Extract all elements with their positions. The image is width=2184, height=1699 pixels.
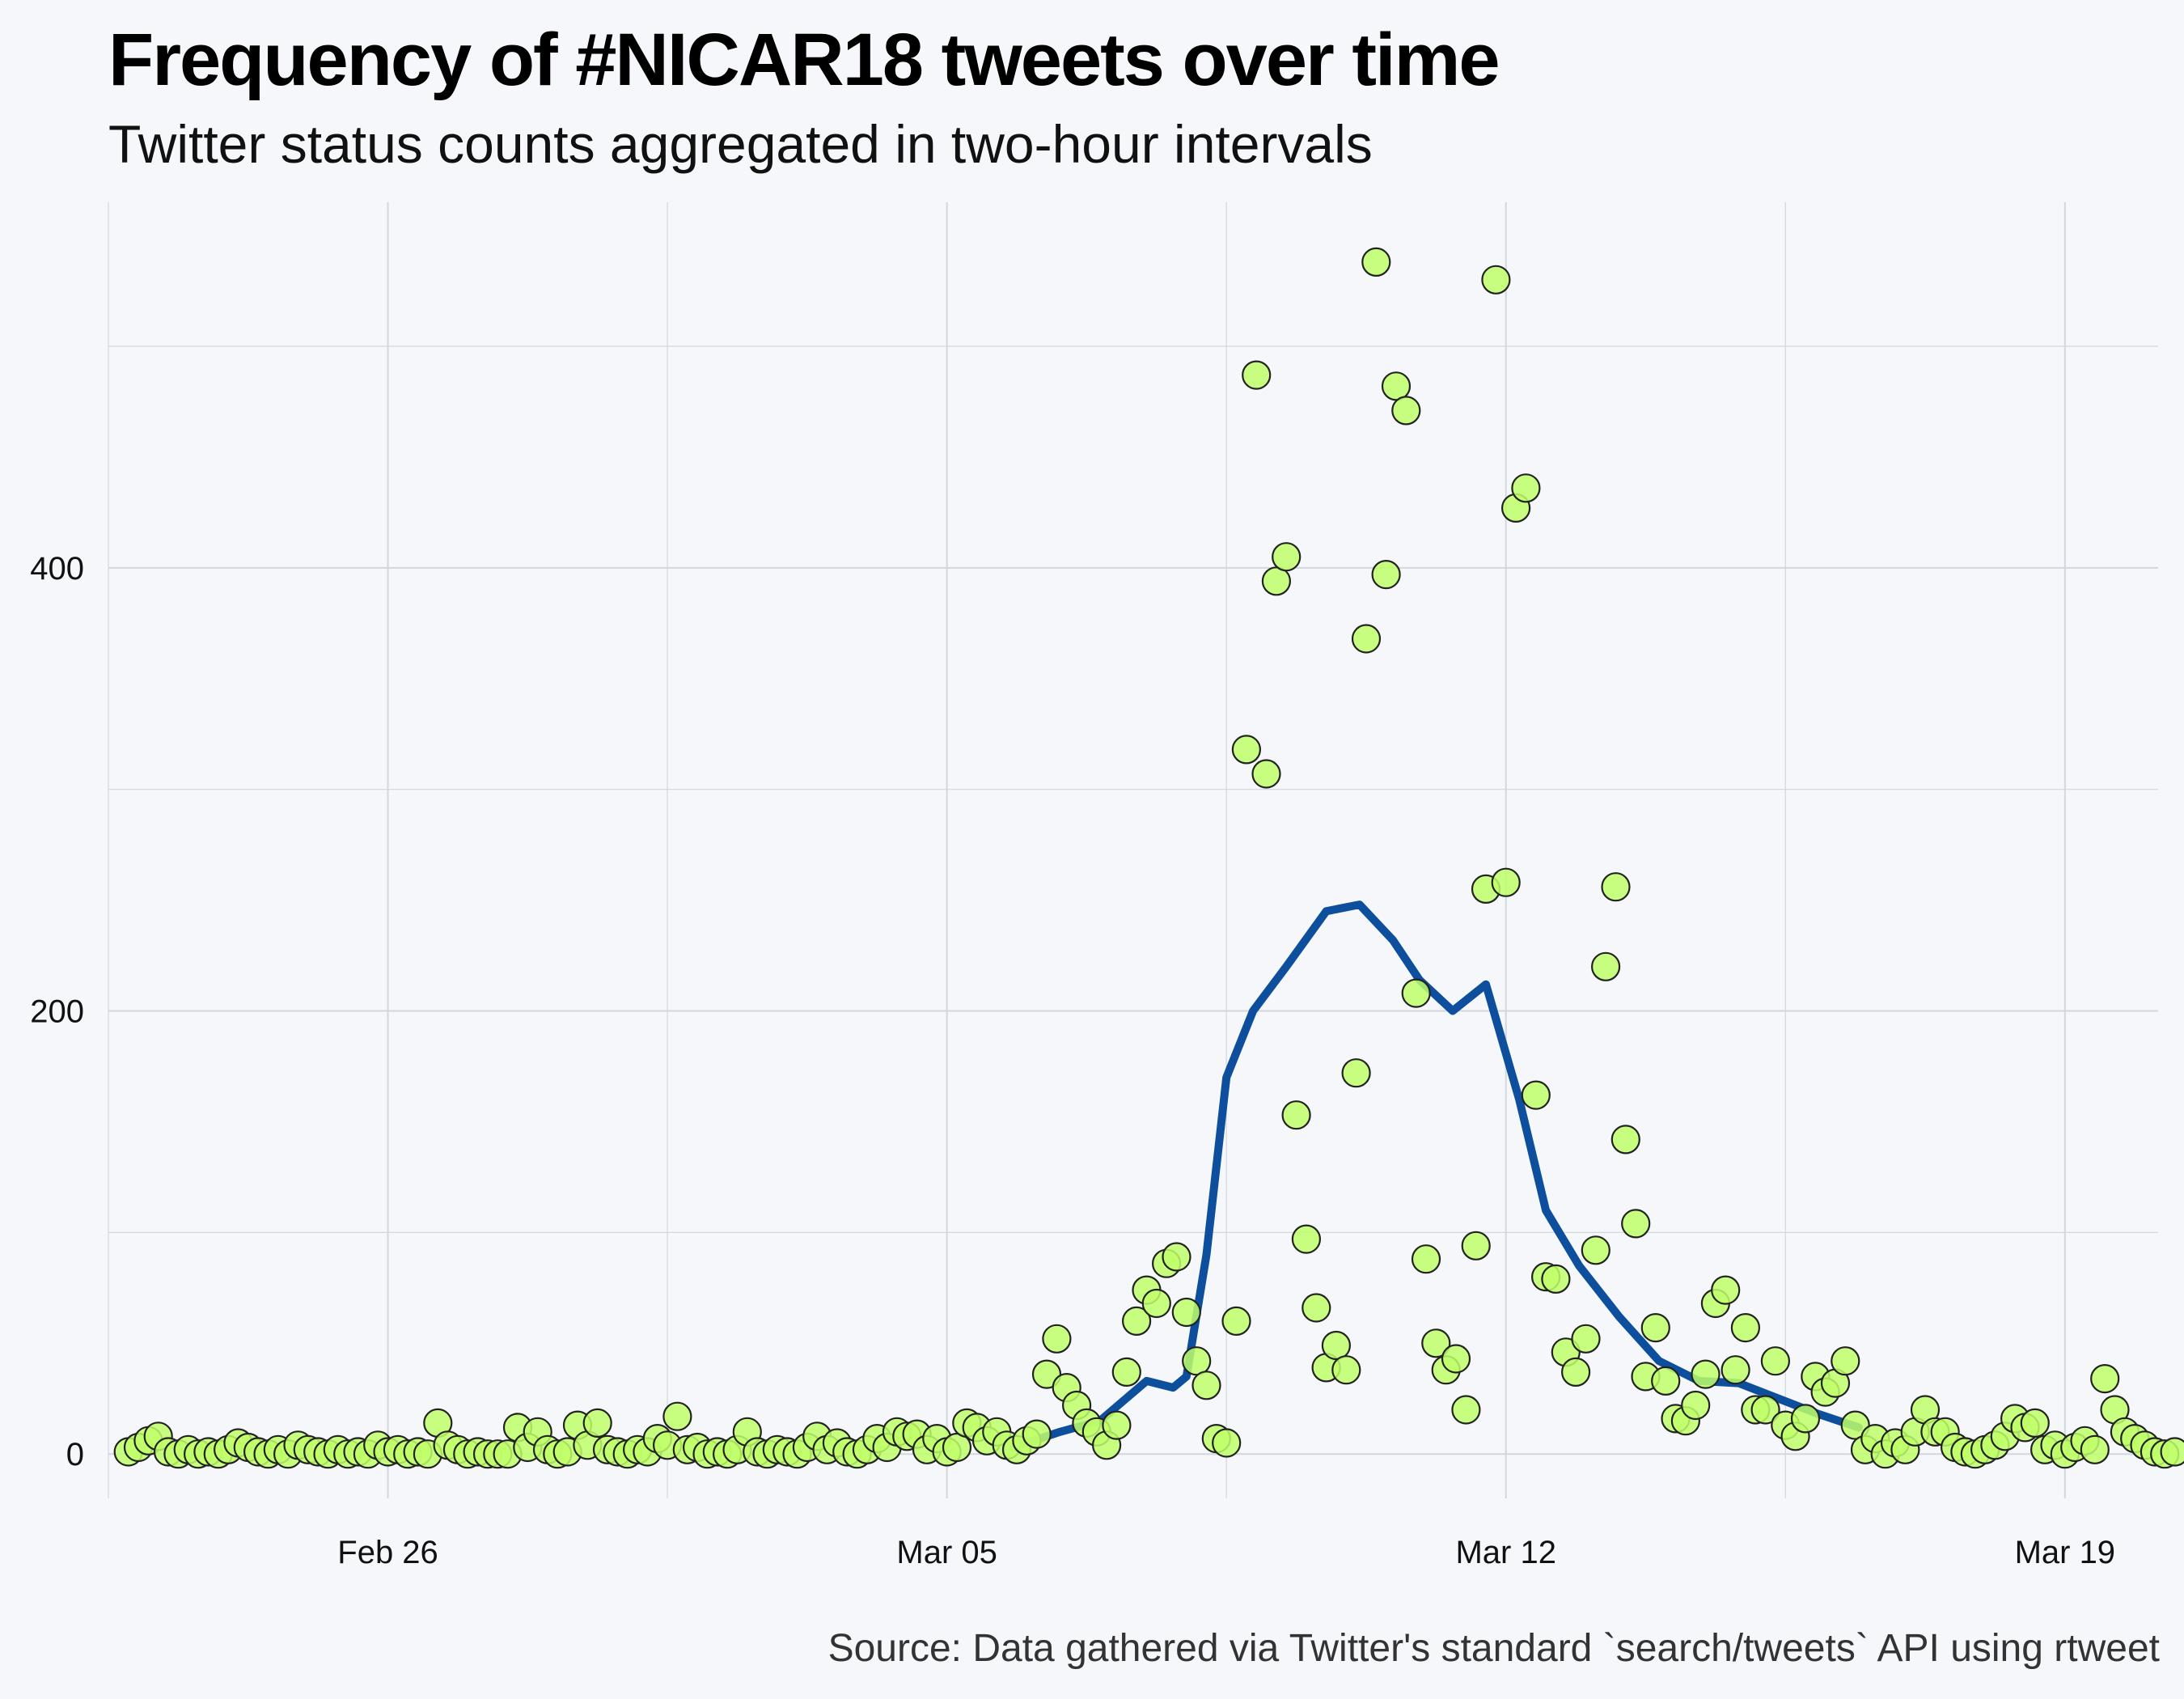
data-point [1221, 1306, 1251, 1337]
data-point [2160, 1437, 2184, 1467]
y-tick-label: 0 [66, 1437, 84, 1472]
data-point [1381, 371, 1412, 401]
data-point [1560, 1357, 1591, 1388]
x-tick-label: Mar 12 [1455, 1535, 1556, 1570]
data-point [1831, 1346, 1860, 1376]
data-point [1621, 1209, 1651, 1239]
data-point [1461, 1231, 1491, 1260]
data-point [1281, 1100, 1311, 1130]
data-point [1760, 1346, 1790, 1376]
data-point [1341, 1058, 1371, 1088]
data-point [1441, 1344, 1471, 1374]
data-point [1022, 1419, 1052, 1449]
data-point [1272, 542, 1302, 572]
data-point [1401, 978, 1431, 1008]
y-tick-label: 400 [30, 551, 84, 587]
data-point [1171, 1297, 1201, 1328]
data-point [1242, 360, 1272, 390]
data-point [1141, 1288, 1171, 1319]
data-point [1302, 1293, 1331, 1323]
data-point [1212, 1428, 1242, 1458]
data-points-group [113, 247, 2184, 1469]
data-point [1640, 1312, 1670, 1343]
data-point [1182, 1346, 1212, 1376]
data-point [1511, 473, 1541, 503]
data-point [1102, 1410, 1132, 1440]
data-point [1521, 1080, 1551, 1110]
data-point [1651, 1366, 1681, 1396]
data-point [2080, 1434, 2110, 1464]
chart-title: Frequency of #NICAR18 tweets over time [108, 19, 1500, 101]
data-point [1351, 624, 1382, 654]
chart-canvas: 0 200 400 Feb 26 Mar 05 Mar 12 Mar 19 [30, 202, 2184, 1570]
data-point [1231, 735, 1262, 765]
data-point [1481, 265, 1511, 294]
data-point [1721, 1355, 1750, 1385]
x-tick-label: Mar 19 [2015, 1535, 2116, 1570]
data-point [1691, 1359, 1721, 1389]
data-point [1730, 1312, 1760, 1343]
data-point [1590, 951, 1621, 981]
data-point [2090, 1363, 2120, 1394]
x-tick-label: Feb 26 [337, 1535, 438, 1570]
data-point [1391, 396, 1421, 426]
data-point [1331, 1355, 1361, 1385]
chart-caption: Source: Data gathered via Twitter's stan… [827, 1627, 2160, 1670]
data-point [1581, 1235, 1610, 1265]
chart-subtitle: Twitter status counts aggregated in two-… [108, 114, 1373, 174]
data-point [582, 1408, 612, 1438]
axis-tick-labels: 0 200 400 Feb 26 Mar 05 Mar 12 Mar 19 [30, 551, 2115, 1570]
data-point [1790, 1404, 1821, 1434]
data-point [1042, 1324, 1072, 1354]
data-point [1111, 1357, 1141, 1388]
data-point [1411, 1244, 1441, 1274]
data-point [1321, 1330, 1352, 1361]
data-point [1162, 1242, 1191, 1272]
data-point [1261, 566, 1292, 596]
data-point [1251, 759, 1281, 789]
data-point [1361, 247, 1391, 277]
y-tick-label: 200 [30, 994, 84, 1030]
data-point [1601, 872, 1631, 902]
data-point [662, 1401, 692, 1431]
data-point [1291, 1224, 1322, 1254]
data-point [1121, 1306, 1152, 1337]
data-point [1451, 1395, 1481, 1425]
data-point [1491, 867, 1521, 897]
data-point [1371, 559, 1401, 590]
data-point [1750, 1395, 1780, 1425]
data-point [1191, 1371, 1221, 1400]
data-point [1610, 1125, 1640, 1155]
data-point [2020, 1408, 2050, 1438]
data-point [1681, 1390, 1711, 1421]
data-point [1711, 1275, 1741, 1305]
grid-lines [108, 202, 2158, 1498]
x-tick-label: Mar 05 [896, 1535, 997, 1570]
data-point [1421, 1328, 1451, 1358]
data-point [1541, 1264, 1571, 1294]
data-point [1571, 1324, 1601, 1354]
